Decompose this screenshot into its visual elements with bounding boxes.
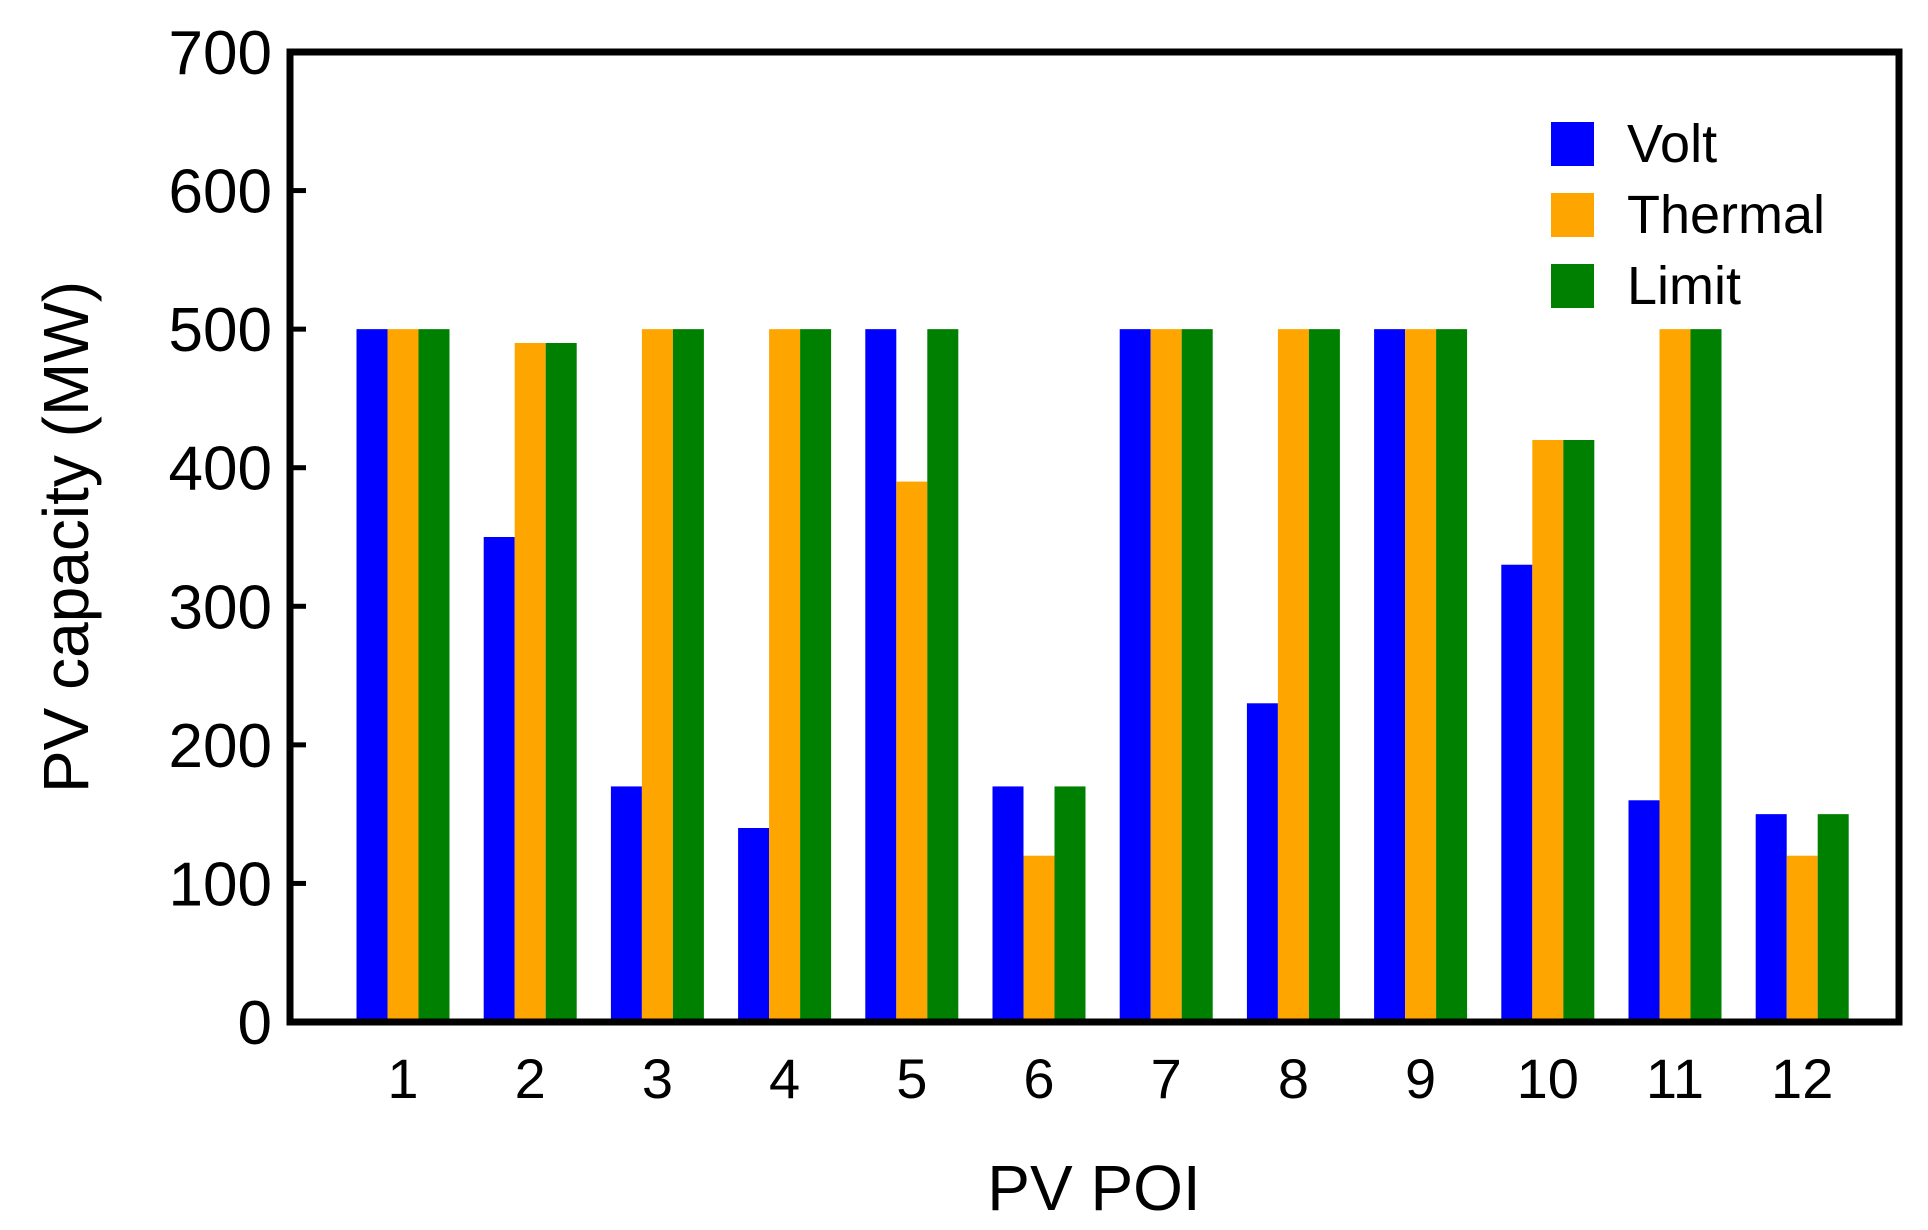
legend-label-thermal: Thermal (1627, 185, 1825, 245)
bar-thermal-10 (1532, 440, 1564, 1022)
bar-thermal-5 (896, 481, 928, 1023)
bar-limit-2 (545, 343, 577, 1022)
bar-thermal-6 (1023, 855, 1055, 1022)
bar-thermal-8 (1277, 329, 1309, 1023)
bar-volt-5 (865, 329, 897, 1023)
bar-limit-9 (1436, 329, 1468, 1023)
y-axis-title: PV capacity (MW) (30, 281, 102, 793)
x-tick-label: 12 (1771, 1047, 1833, 1110)
x-tick-label: 8 (1278, 1047, 1309, 1110)
bar-volt-7 (1119, 329, 1151, 1023)
bars-layer (356, 329, 1849, 1023)
bar-limit-5 (927, 329, 959, 1023)
bar-thermal-1 (387, 329, 419, 1023)
bar-limit-10 (1563, 440, 1595, 1022)
bar-volt-3 (610, 786, 642, 1022)
bar-volt-12 (1755, 814, 1787, 1022)
x-tick-label: 3 (642, 1047, 673, 1110)
x-axis-ticks: 1 2 3 4 5 6 7 8 9 10 11 12 (387, 1047, 1833, 1110)
x-tick-label: 9 (1405, 1047, 1436, 1110)
bar-thermal-7 (1150, 329, 1182, 1023)
bar-volt-6 (992, 786, 1024, 1022)
x-axis-title: PV POI (987, 1152, 1200, 1224)
x-tick-label: 11 (1646, 1047, 1704, 1110)
legend-swatch-limit (1551, 264, 1594, 308)
x-tick-label: 1 (387, 1047, 418, 1110)
x-tick-label: 2 (515, 1047, 546, 1110)
x-tick-label: 6 (1023, 1047, 1054, 1110)
bar-limit-4 (800, 329, 832, 1023)
bar-thermal-9 (1405, 329, 1437, 1023)
x-tick-label: 4 (769, 1047, 800, 1110)
y-tick-label: 500 (169, 296, 272, 365)
x-tick-label: 5 (896, 1047, 927, 1110)
x-tick-label: 10 (1517, 1047, 1579, 1110)
y-tick-label: 600 (169, 158, 272, 227)
y-tick-label: 300 (169, 573, 272, 642)
y-tick-label: 100 (169, 850, 272, 919)
bar-limit-6 (1054, 786, 1086, 1022)
bar-volt-11 (1628, 800, 1660, 1022)
bar-thermal-12 (1786, 855, 1818, 1022)
x-tick-label: 7 (1151, 1047, 1182, 1110)
bar-thermal-3 (641, 329, 673, 1023)
y-tick-label: 400 (169, 435, 272, 504)
bar-limit-8 (1308, 329, 1340, 1023)
bar-volt-2 (483, 537, 515, 1022)
bar-volt-10 (1501, 564, 1533, 1022)
y-tick-label: 700 (169, 19, 272, 88)
bar-volt-1 (356, 329, 388, 1023)
legend-label-volt: Volt (1627, 114, 1717, 174)
legend-swatch-thermal (1551, 193, 1594, 237)
legend-swatch-volt (1551, 122, 1594, 166)
plot-frame (286, 48, 1903, 1026)
bar-volt-9 (1374, 329, 1406, 1023)
bar-limit-3 (672, 329, 704, 1023)
bar-limit-1 (418, 329, 450, 1023)
bar-limit-12 (1817, 814, 1849, 1022)
bar-thermal-11 (1659, 329, 1691, 1023)
y-tick-label: 0 (238, 989, 272, 1058)
bar-limit-7 (1181, 329, 1213, 1023)
bar-volt-4 (738, 828, 770, 1022)
bar-thermal-2 (514, 343, 546, 1022)
legend: Volt Thermal Limit (1551, 114, 1825, 316)
legend-label-limit: Limit (1627, 256, 1741, 316)
bar-thermal-4 (769, 329, 801, 1023)
bar-limit-11 (1690, 329, 1722, 1023)
bar-volt-8 (1246, 703, 1278, 1022)
y-axis-ticks: 0 100 200 300 400 500 600 700 (169, 19, 306, 1058)
y-tick-label: 200 (169, 712, 272, 781)
